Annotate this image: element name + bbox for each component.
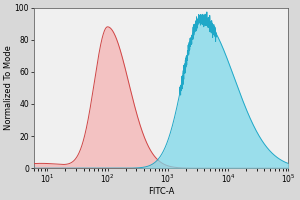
- X-axis label: FITC-A: FITC-A: [148, 187, 174, 196]
- Y-axis label: Normalized To Mode: Normalized To Mode: [4, 45, 13, 130]
